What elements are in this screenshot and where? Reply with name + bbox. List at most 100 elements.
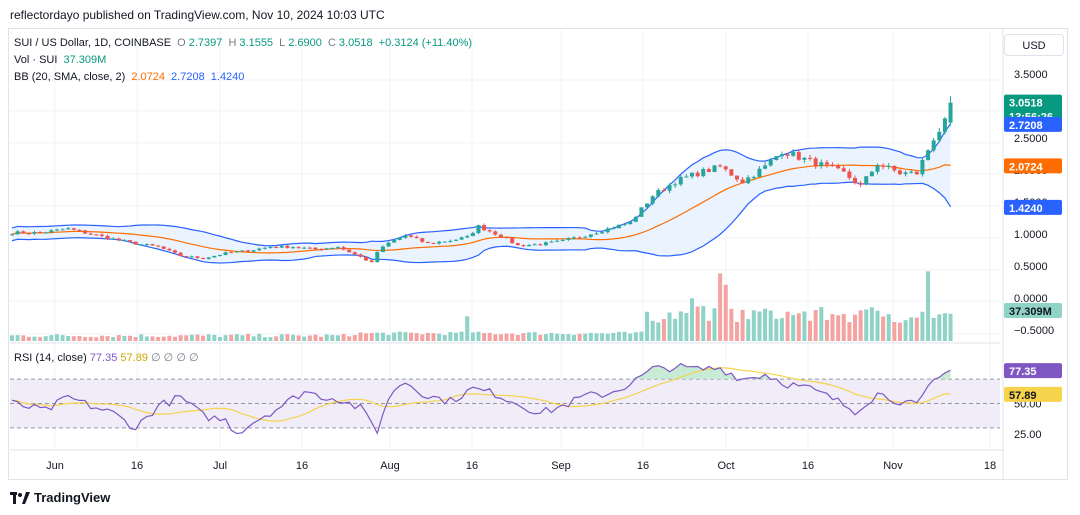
- candle: [99, 233, 104, 238]
- volume-bar: [572, 334, 576, 341]
- volume-bar: [875, 310, 880, 341]
- candle: [942, 116, 947, 135]
- candle: [594, 231, 599, 235]
- close-label: C: [327, 37, 336, 49]
- candle: [257, 247, 262, 252]
- candle: [819, 159, 824, 169]
- volume-bar: [386, 334, 391, 341]
- candle: [178, 252, 183, 257]
- candle: [639, 207, 644, 217]
- candle: [914, 170, 919, 175]
- candle: [195, 256, 200, 259]
- candle: [234, 250, 239, 253]
- tradingview-brand[interactable]: TradingView: [10, 490, 110, 505]
- volume-bar: [60, 335, 65, 341]
- candle: [128, 240, 133, 242]
- candle: [853, 175, 857, 185]
- candle: [319, 248, 324, 251]
- candle: [588, 234, 593, 239]
- volume-bar: [105, 336, 110, 341]
- candle: [903, 170, 908, 177]
- volume-bar: [380, 332, 385, 341]
- bb-label[interactable]: BB (20, SMA, close, 2): [14, 71, 126, 83]
- candle: [824, 159, 829, 168]
- candle: [184, 255, 189, 258]
- volume-bar: [836, 315, 841, 341]
- candle: [71, 227, 76, 231]
- candle: [32, 230, 37, 236]
- volume-bars: [10, 271, 953, 341]
- volume-bar: [774, 318, 779, 341]
- rsi-empty-2: ∅: [163, 352, 174, 364]
- volume-bar: [10, 335, 14, 341]
- volume-bar: [690, 298, 695, 341]
- volume-bar: [645, 311, 650, 341]
- bb-upper-badge: 2.7208: [1004, 116, 1062, 132]
- volume-bar: [633, 332, 638, 341]
- volume-bar: [453, 332, 458, 341]
- candle: [274, 246, 279, 249]
- publisher-line: reflectordayo published on TradingView.c…: [10, 8, 385, 22]
- volume-bar: [15, 335, 20, 341]
- volume-bar: [751, 310, 756, 341]
- x-tick-label: 16: [296, 460, 308, 472]
- volume-bar: [639, 331, 644, 341]
- candle: [690, 172, 695, 179]
- bb-lower-line: [11, 181, 952, 264]
- candle: [948, 96, 953, 126]
- volume-bar: [302, 336, 307, 341]
- svg-text:37.309M: 37.309M: [1009, 306, 1052, 318]
- candle: [543, 241, 548, 247]
- volume-bar: [257, 333, 262, 341]
- svg-text:3.0518: 3.0518: [1009, 98, 1043, 110]
- candle: [645, 203, 650, 209]
- symbol-title[interactable]: SUI / US Dollar, 1D, COINBASE: [14, 37, 172, 49]
- volume-bar: [116, 335, 121, 341]
- candle: [212, 255, 217, 258]
- volume-bar: [493, 334, 498, 341]
- rsi-ma-line: [11, 367, 951, 422]
- rsi-label[interactable]: RSI (14, close): [14, 352, 87, 364]
- bb-basis-value: 2.0724: [131, 71, 165, 83]
- volume-bar: [251, 336, 256, 341]
- candle: [296, 246, 301, 249]
- volume-bar: [695, 306, 700, 341]
- candle: [229, 251, 234, 254]
- candle: [364, 256, 369, 262]
- volume-bar: [678, 311, 683, 341]
- volume-bar: [661, 319, 666, 341]
- volume-bar: [32, 336, 37, 341]
- candle: [167, 247, 172, 251]
- candle: [611, 226, 616, 230]
- volume-bar: [465, 316, 470, 341]
- rsi-badge: 77.35: [1004, 363, 1062, 379]
- volume-bar: [99, 335, 104, 341]
- currency-button[interactable]: USD: [1004, 34, 1064, 56]
- candle: [751, 175, 756, 181]
- volume-bar: [364, 333, 369, 341]
- x-tick-label: Nov: [883, 460, 903, 472]
- y-tick-label: 3.5000: [1014, 69, 1048, 81]
- candle: [43, 231, 48, 234]
- volume-bar: [71, 336, 76, 341]
- x-tick-label: 16: [131, 460, 143, 472]
- volume-bar: [319, 336, 324, 341]
- x-tick-label: Jun: [46, 460, 64, 472]
- volume-bar: [442, 335, 447, 341]
- bb-upper-value: 2.7208: [171, 71, 205, 83]
- volume-label[interactable]: Vol · SUI: [14, 54, 58, 66]
- candle: [26, 232, 31, 235]
- candle: [10, 233, 14, 236]
- candle: [470, 231, 475, 237]
- volume-bar: [611, 332, 616, 341]
- candle: [83, 229, 88, 234]
- volume-bar: [763, 308, 768, 341]
- volume-bar: [128, 335, 133, 341]
- volume-bar: [296, 335, 301, 341]
- volume-bar: [88, 336, 93, 341]
- candle: [572, 236, 576, 240]
- candle: [583, 235, 588, 238]
- volume-bar: [588, 332, 593, 341]
